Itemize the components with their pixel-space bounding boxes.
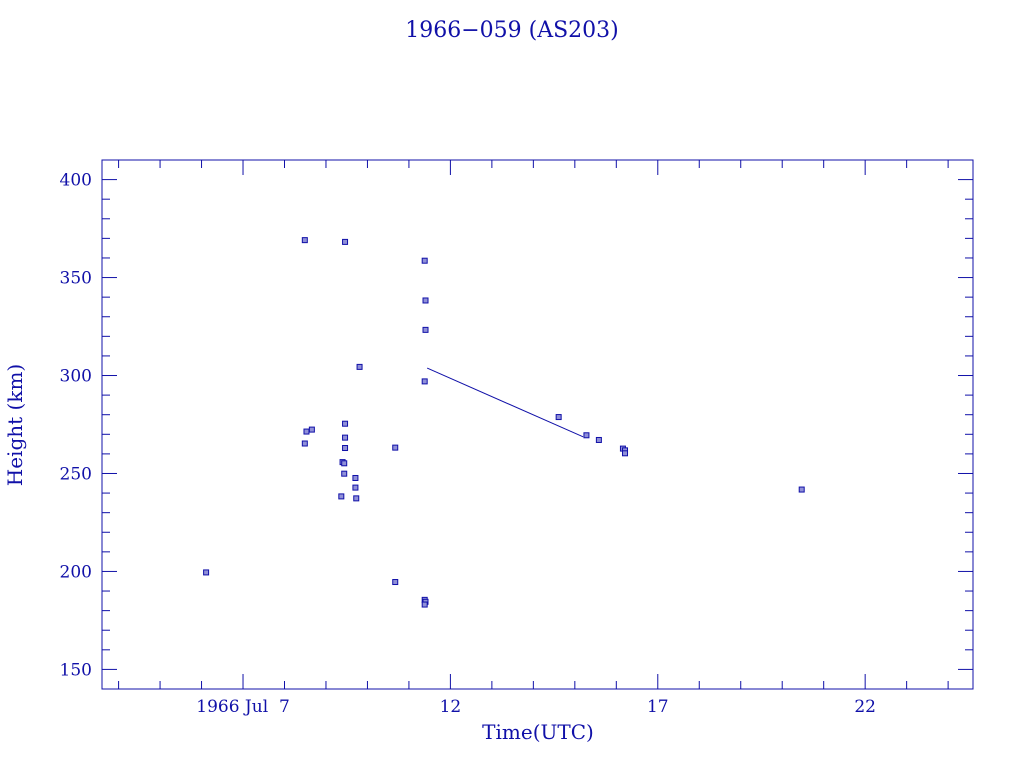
x-tick-label: 22	[854, 697, 876, 717]
data-series	[203, 237, 805, 608]
axis-ticks	[102, 159, 973, 690]
data-point	[421, 601, 428, 608]
data-point	[341, 460, 348, 467]
y-axis-label: Height (km)	[3, 364, 27, 486]
data-point	[555, 414, 562, 421]
y-tick-label: 200	[60, 562, 92, 582]
data-point	[203, 569, 210, 576]
data-point	[421, 378, 428, 385]
x-tick-label: 1966 Jul 7	[196, 697, 290, 717]
x-tick-label: 17	[647, 697, 669, 717]
data-point	[422, 326, 429, 333]
data-point	[342, 434, 349, 441]
data-point	[595, 436, 602, 443]
plot-frame	[101, 159, 974, 690]
data-point	[356, 363, 363, 370]
y-tick-label: 350	[60, 269, 92, 289]
data-point	[338, 493, 345, 500]
data-point	[342, 238, 349, 245]
data-point	[352, 484, 359, 491]
y-tick-label: 250	[60, 464, 92, 484]
tick-labels: 1966 Jul 7 12 17 22 150 200 250 300 350 400	[60, 171, 876, 717]
data-point	[301, 440, 308, 447]
x-tick-label: 12	[440, 697, 462, 717]
data-point	[308, 426, 315, 433]
data-point	[622, 450, 629, 457]
data-point	[341, 470, 348, 477]
data-point	[342, 445, 349, 452]
data-point	[353, 495, 360, 502]
data-point	[421, 257, 428, 264]
data-point	[301, 237, 308, 244]
data-point	[583, 432, 590, 439]
data-point	[352, 474, 359, 481]
chart-title: 1966−059 (AS203)	[405, 18, 619, 43]
data-point	[422, 297, 429, 304]
trend-line	[426, 367, 584, 438]
y-tick-label: 150	[60, 660, 92, 680]
y-tick-label: 300	[60, 367, 92, 387]
data-point	[303, 428, 310, 435]
data-point	[392, 444, 399, 451]
data-point	[798, 486, 805, 493]
y-tick-label: 400	[60, 171, 92, 191]
data-point	[392, 579, 399, 586]
data-point	[342, 420, 349, 427]
x-axis-label: Time(UTC)	[482, 720, 594, 744]
